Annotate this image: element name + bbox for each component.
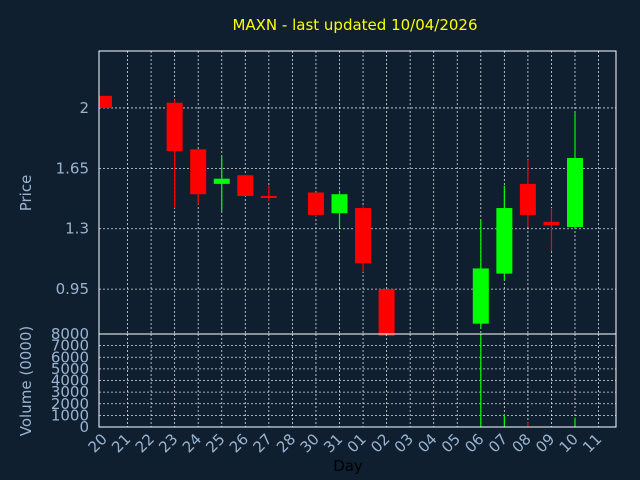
volume-panel-frame xyxy=(98,333,617,428)
candle-body xyxy=(496,208,513,274)
x-tick-label: 02 xyxy=(367,430,393,456)
price-tick-label: 0.95 xyxy=(56,280,89,298)
x-tick-label: 05 xyxy=(438,430,464,456)
volume-tick-label: 2000 xyxy=(51,395,89,413)
x-tick-label: 30 xyxy=(297,430,323,456)
candle-body xyxy=(567,157,583,228)
x-tick-label: 28 xyxy=(273,430,299,456)
volume-tick-label: 4000 xyxy=(51,372,89,390)
x-tick-label: 08 xyxy=(508,430,534,456)
candle-body xyxy=(331,194,348,214)
x-tick-label: 21 xyxy=(108,430,134,456)
volume-tick-label: 1000 xyxy=(51,406,89,424)
volume-tick-label: 7000 xyxy=(51,337,89,355)
x-tick-label: 07 xyxy=(485,430,511,456)
chart-title: MAXN - last updated 10/04/2026 xyxy=(232,16,477,34)
candle-body xyxy=(237,175,254,196)
candle-body xyxy=(213,178,230,184)
candle-body xyxy=(190,149,207,195)
x-tick-label: 24 xyxy=(179,430,205,456)
candle-body xyxy=(378,289,395,336)
x-tick-label: 01 xyxy=(344,430,370,456)
x-tick-label: 22 xyxy=(132,430,158,456)
price-tick-label: 1.65 xyxy=(56,159,89,177)
candle-body xyxy=(543,221,560,226)
volume-tick-label: 8000 xyxy=(51,325,89,343)
candle-body xyxy=(355,208,372,264)
x-axis-label: Day xyxy=(333,457,363,475)
volume-tick-label: 6000 xyxy=(51,348,89,366)
volume-tick-label: 5000 xyxy=(51,360,89,378)
price-axis-label: Price xyxy=(17,175,35,212)
x-tick-label: 10 xyxy=(556,430,582,456)
price-panel-frame xyxy=(98,50,617,335)
volume-tick-label: 3000 xyxy=(51,383,89,401)
x-tick-label: 31 xyxy=(320,430,346,456)
price-tick-label: 1.3 xyxy=(65,220,89,238)
candle-body xyxy=(307,192,324,215)
candle-body xyxy=(166,102,183,152)
x-tick-label: 26 xyxy=(226,430,252,456)
x-tick-label: 25 xyxy=(202,430,228,456)
x-tick-label: 09 xyxy=(532,430,558,456)
candle-body xyxy=(260,195,277,198)
x-tick-label: 23 xyxy=(155,430,181,456)
candle-body xyxy=(519,183,536,215)
candle-body xyxy=(472,268,489,324)
x-tick-label: 03 xyxy=(391,430,417,456)
volume-tick-label: 0 xyxy=(79,418,89,436)
volume-axis-label: Volume (0000) xyxy=(17,326,35,436)
x-tick-label: 04 xyxy=(414,430,440,456)
x-tick-label: 11 xyxy=(579,430,605,456)
candle-body xyxy=(99,95,112,108)
x-tick-label: 06 xyxy=(461,430,487,456)
price-tick-label: 2 xyxy=(79,99,89,117)
x-tick-label: 27 xyxy=(249,430,275,456)
